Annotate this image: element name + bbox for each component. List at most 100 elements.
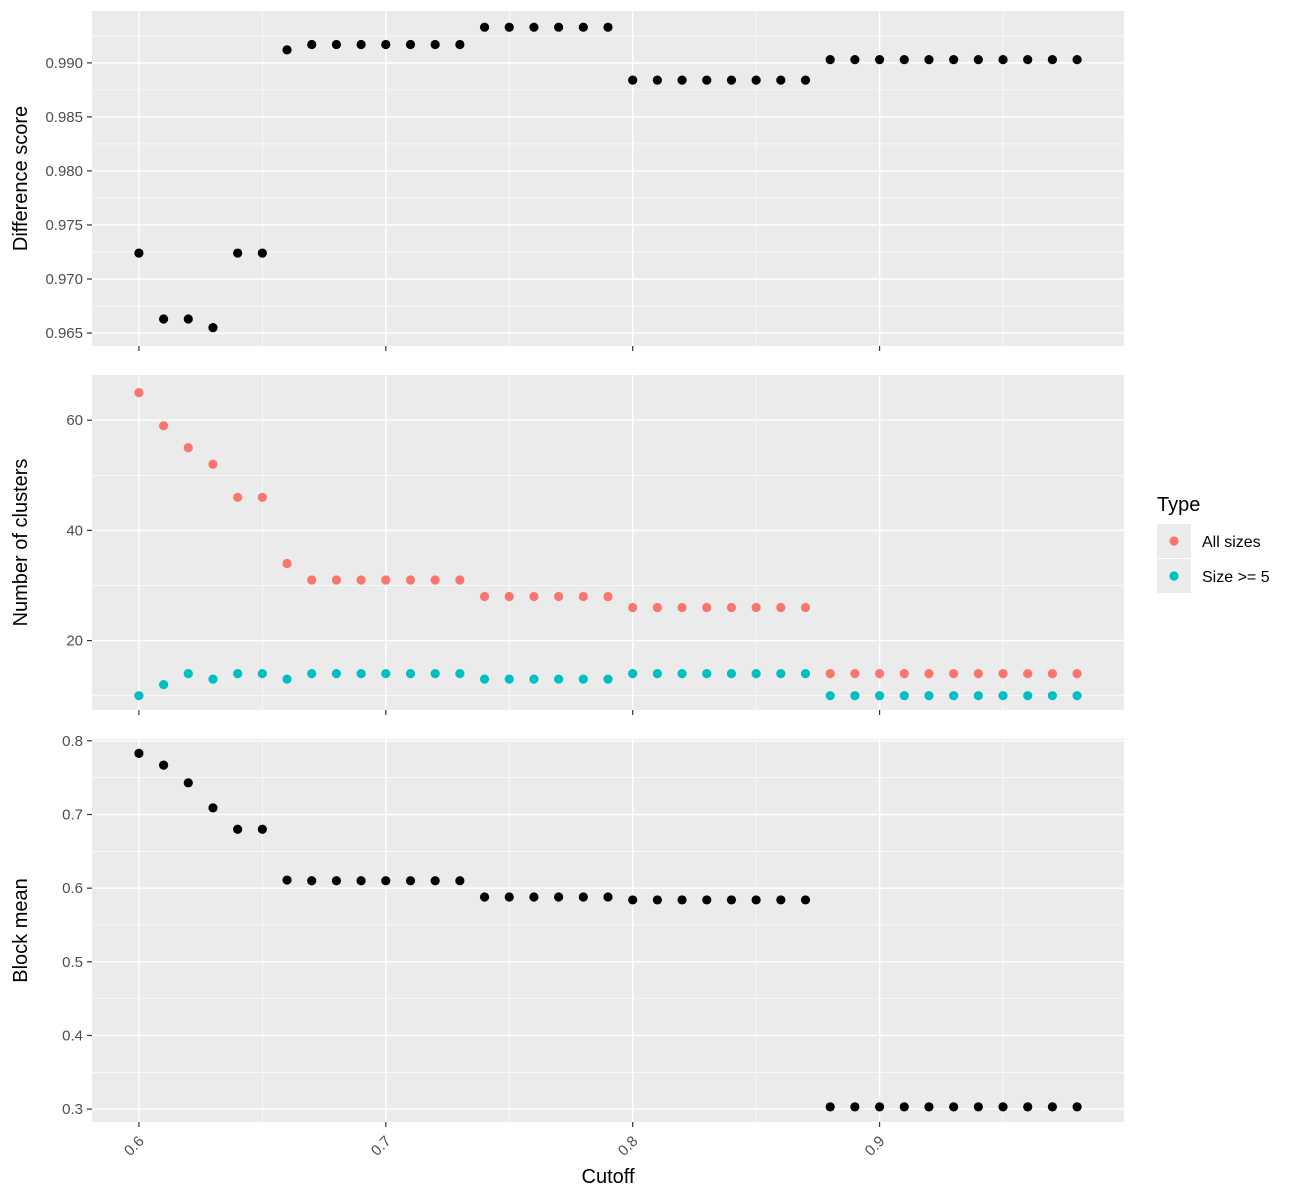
y-tick-label: 60 <box>66 412 83 429</box>
data-point <box>1047 669 1058 679</box>
data-point <box>924 691 934 701</box>
data-point <box>874 691 885 701</box>
data-point <box>1023 669 1033 679</box>
x-tick-label: 0.7 <box>368 1133 395 1160</box>
panel-1: 0.965 0.970 0.975 0.980 0.985 0.990 Difference… <box>10 11 1124 351</box>
data-point <box>677 602 687 613</box>
data-point <box>257 248 267 258</box>
data-point <box>603 591 613 602</box>
data-point <box>628 895 638 905</box>
data-point <box>825 691 835 701</box>
data-point <box>726 75 737 85</box>
panel-background <box>92 11 1124 346</box>
data-point <box>554 892 564 902</box>
data-point <box>578 591 588 602</box>
data-point <box>233 669 243 679</box>
data-point <box>874 669 885 679</box>
data-point <box>479 22 490 32</box>
data-point <box>282 875 292 885</box>
data-point <box>899 1102 909 1112</box>
data-point <box>257 669 267 679</box>
data-point <box>899 669 909 679</box>
data-point <box>134 388 144 398</box>
data-point <box>1047 1102 1058 1112</box>
data-point <box>677 75 687 85</box>
data-point <box>924 669 934 679</box>
data-point <box>430 876 440 886</box>
data-point <box>776 669 786 679</box>
data-point <box>603 22 613 32</box>
data-point <box>1047 55 1058 65</box>
data-point <box>183 778 193 788</box>
data-point <box>899 55 909 65</box>
data-point <box>282 45 292 55</box>
data-point <box>208 323 218 333</box>
data-point <box>998 1102 1008 1112</box>
data-point <box>282 558 292 569</box>
data-point <box>1023 1102 1033 1112</box>
data-point <box>381 669 391 679</box>
data-point <box>158 421 169 431</box>
series-1 <box>134 22 1082 333</box>
data-point <box>455 669 465 679</box>
data-point <box>652 669 662 679</box>
data-point <box>726 669 737 679</box>
data-point <box>504 591 514 602</box>
data-point <box>405 39 416 50</box>
data-point <box>949 1102 959 1112</box>
data-point <box>924 55 934 65</box>
data-point <box>776 75 786 85</box>
data-point <box>578 892 588 902</box>
data-point <box>677 895 687 905</box>
data-point <box>430 575 440 585</box>
y-tick-label: 0.970 <box>45 271 83 288</box>
data-point <box>529 892 539 902</box>
data-point <box>924 1102 934 1112</box>
data-point <box>702 602 712 613</box>
data-point <box>1023 691 1033 701</box>
data-point <box>751 895 761 905</box>
data-point <box>800 895 811 905</box>
y-tick-label: 0.4 <box>62 1027 83 1044</box>
data-point <box>430 669 440 679</box>
data-point <box>479 892 490 902</box>
data-point <box>233 492 243 502</box>
data-point <box>504 674 514 684</box>
data-point <box>726 602 737 613</box>
y-tick-label: 0.965 <box>45 325 83 342</box>
data-point <box>134 691 144 701</box>
data-point <box>949 55 959 65</box>
data-point <box>776 602 786 613</box>
data-point <box>356 669 366 679</box>
data-point <box>479 674 490 684</box>
data-point <box>455 39 465 50</box>
data-point <box>751 75 761 85</box>
data-point <box>751 669 761 679</box>
data-point <box>257 492 267 502</box>
data-point <box>578 22 588 32</box>
data-point <box>603 674 613 684</box>
data-point <box>183 669 193 679</box>
data-point <box>1072 55 1082 65</box>
data-point <box>652 75 662 85</box>
panel-3: 0.3 0.4 0.5 0.6 0.7 0.8 Block mean <box>10 733 1124 1127</box>
x-tick-label: 0.9 <box>862 1133 889 1160</box>
data-point <box>504 22 514 32</box>
data-point <box>800 75 811 85</box>
y-tick-label: 0.975 <box>45 217 83 234</box>
data-point <box>479 591 490 602</box>
x-tick-label: 0.6 <box>121 1133 148 1160</box>
data-point <box>455 575 465 585</box>
data-point <box>208 803 218 813</box>
data-point <box>233 824 243 834</box>
data-point <box>677 669 687 679</box>
data-point <box>850 691 860 701</box>
legend-swatch <box>1169 536 1179 546</box>
data-point <box>405 669 416 679</box>
data-point <box>158 680 169 690</box>
data-point <box>331 575 342 585</box>
data-point <box>578 674 588 684</box>
data-point <box>405 575 416 585</box>
panel-background <box>92 375 1124 710</box>
